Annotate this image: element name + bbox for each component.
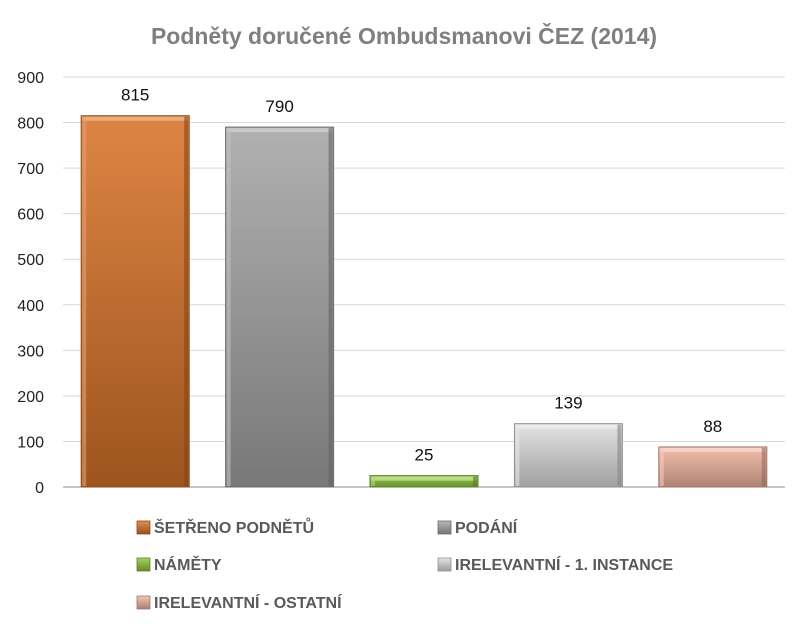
bar-bevel [82, 116, 87, 486]
legend-swatch [136, 595, 151, 610]
legend-label: NÁMĚTY [154, 555, 222, 574]
bar-bevel [515, 424, 622, 429]
bar [225, 126, 335, 488]
bar-bevel [371, 476, 375, 486]
bar-bevel [659, 447, 766, 452]
legend-item: PODÁNÍ [437, 518, 518, 537]
legend-item: IRELEVANTNÍ - OSTATNÍ [136, 593, 342, 612]
bar-bevel [473, 476, 477, 486]
bar-bevel [184, 116, 189, 486]
legend-swatch [437, 520, 452, 535]
data-label: 139 [554, 394, 582, 413]
bar-body [225, 126, 335, 488]
legend-item: ŠETŘENO PODNĚTŮ [136, 517, 314, 537]
y-tick-label: 0 [35, 480, 44, 497]
y-tick-label: 500 [17, 252, 44, 269]
bar-bevel [515, 424, 520, 486]
bar [369, 475, 479, 488]
y-tick-label: 800 [17, 116, 44, 133]
y-tick-label: 900 [17, 70, 44, 87]
bar-bevel [761, 447, 766, 486]
legend-swatch [136, 520, 151, 535]
chart-title: Podněty doručené Ombudsmanovi ČEZ (2014) [151, 22, 657, 49]
data-labels: 815 790 25 139 88 [121, 86, 722, 465]
bar-bevel [617, 424, 622, 486]
bar [513, 423, 623, 488]
bars [80, 115, 768, 488]
bar-body [369, 475, 479, 488]
bar-body [658, 446, 768, 488]
data-label: 815 [121, 86, 149, 105]
legend-label: PODÁNÍ [455, 518, 518, 537]
legend-item: IRELEVANTNÍ - 1. INSTANCE [437, 555, 673, 574]
data-label: 88 [703, 417, 722, 436]
bar-bevel [226, 128, 231, 486]
y-tick-label: 400 [17, 298, 44, 315]
bar-body [513, 423, 623, 488]
bar-bevel [328, 128, 333, 486]
legend-item: NÁMĚTY [136, 555, 222, 574]
bar [80, 115, 190, 488]
bar-bevel [659, 447, 664, 486]
bar-bevel [82, 116, 189, 121]
legend-label: IRELEVANTNÍ - OSTATNÍ [154, 593, 342, 612]
y-tick-label: 200 [17, 389, 44, 406]
bar-body [80, 115, 190, 488]
legend-swatch [136, 557, 151, 572]
legend-label: IRELEVANTNÍ - 1. INSTANCE [455, 555, 673, 574]
data-label: 790 [265, 97, 293, 116]
legend-swatch [437, 557, 452, 572]
y-tick-label: 300 [17, 343, 44, 360]
bar [658, 446, 768, 488]
y-tick-label: 600 [17, 207, 44, 224]
y-tick-label: 100 [17, 434, 44, 451]
legend-label: ŠETŘENO PODNĚTŮ [154, 517, 314, 537]
bar-bevel [371, 476, 477, 481]
bar-bevel [226, 128, 333, 133]
legend: ŠETŘENO PODNĚTŮ PODÁNÍ NÁMĚTY IRELEVANTNÍ -… [136, 517, 673, 612]
data-label: 25 [415, 446, 434, 465]
y-axis: 0 100 200 300 400 500 600 700 800 900 [17, 70, 44, 497]
y-tick-label: 700 [17, 161, 44, 178]
